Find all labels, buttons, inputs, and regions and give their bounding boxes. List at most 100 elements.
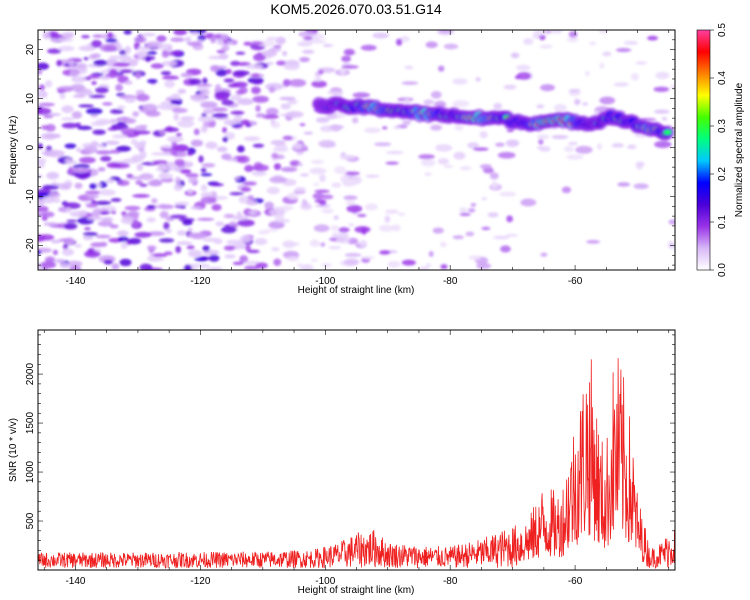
noise-cell	[106, 162, 121, 169]
spectrogram-panel: -140 -120 -100 -80 -60 20 10 0 -10 -20 Height of…	[8, 29, 676, 296]
noise-cell	[85, 108, 103, 115]
colorbar-tick-label: 0.4	[717, 71, 728, 85]
noise-cell	[111, 263, 120, 270]
noise-cell	[117, 105, 126, 110]
noise-cell	[133, 36, 147, 44]
noise-cell	[141, 32, 156, 37]
noise-cell	[86, 216, 103, 221]
noise-cell	[287, 192, 299, 200]
noise-cell	[470, 202, 477, 207]
noise-cell	[516, 72, 532, 80]
noise-cell	[92, 129, 106, 135]
noise-cell	[252, 53, 266, 62]
noise-cell	[352, 92, 371, 98]
noise-cell	[175, 176, 181, 185]
noise-cell	[185, 173, 199, 178]
noise-cell	[265, 107, 279, 116]
noise-cell	[95, 86, 109, 94]
noise-cell	[95, 200, 112, 206]
noise-cell	[418, 154, 435, 160]
spectrogram-cells	[38, 30, 675, 270]
noise-cell	[353, 176, 362, 185]
noise-cell	[198, 155, 204, 163]
noise-cell	[493, 102, 503, 110]
x-tick-label: -60	[568, 276, 583, 287]
noise-cell	[109, 109, 124, 114]
noise-cell	[38, 90, 45, 98]
noise-cell	[180, 72, 193, 78]
noise-cell	[340, 175, 350, 184]
noise-cell	[145, 55, 151, 63]
noise-cell	[119, 258, 132, 267]
noise-cell	[391, 224, 401, 232]
noise-cell	[286, 256, 299, 262]
noise-cell	[582, 102, 589, 106]
noise-cell	[322, 43, 334, 48]
noise-cell	[250, 41, 264, 45]
noise-cell	[586, 240, 601, 244]
noise-cell	[91, 81, 97, 85]
x-tick-label: -100	[315, 576, 335, 587]
noise-cell	[230, 110, 245, 115]
noise-cell	[351, 117, 359, 124]
y-tick-label: 1500	[25, 412, 36, 435]
noise-cell	[150, 63, 164, 69]
noise-cell	[176, 150, 183, 157]
noise-cell	[321, 208, 334, 214]
noise-cell	[173, 183, 183, 192]
noise-cell	[110, 198, 122, 202]
noise-cell	[430, 124, 443, 131]
noise-cell	[653, 109, 670, 114]
noise-cell	[120, 116, 128, 121]
noise-cell	[221, 45, 230, 51]
noise-cell	[311, 80, 327, 88]
noise-cell	[38, 69, 43, 75]
noise-cell	[63, 202, 81, 210]
noise-cell	[176, 230, 187, 236]
noise-cell	[170, 37, 185, 43]
noise-cell	[158, 238, 175, 243]
noise-cell	[237, 219, 255, 227]
noise-cell	[309, 239, 320, 248]
noise-cell	[164, 80, 176, 88]
noise-cell	[97, 143, 106, 148]
noise-cell	[251, 171, 267, 176]
noise-cell	[68, 59, 75, 67]
y-tick-label: 0	[25, 144, 36, 150]
noise-cell	[440, 264, 448, 270]
noise-cell	[309, 167, 327, 175]
colorbar-gradient	[697, 30, 710, 270]
noise-cell	[40, 261, 57, 269]
noise-cell	[539, 34, 546, 41]
noise-cell	[568, 30, 578, 38]
noise-cell	[38, 102, 56, 107]
noise-cell	[124, 205, 141, 211]
noise-cell	[550, 30, 563, 34]
colorbar-tick-label: 0.5	[717, 23, 728, 37]
noise-cell	[117, 236, 129, 243]
noise-cell	[56, 258, 66, 264]
snr-x-ticks: -140 -120 -100 -80 -60	[43, 330, 670, 587]
noise-cell	[283, 206, 290, 212]
noise-cell	[75, 147, 82, 152]
noise-cell	[428, 250, 434, 258]
noise-cell	[173, 30, 188, 36]
noise-cell	[151, 198, 158, 204]
noise-cell	[310, 258, 318, 262]
noise-cell	[146, 205, 156, 209]
y-tick-label: -10	[25, 189, 36, 204]
noise-cell	[516, 64, 531, 71]
noise-cell	[42, 211, 55, 218]
noise-cell	[292, 142, 303, 150]
noise-cell	[190, 31, 200, 36]
noise-cell	[115, 83, 123, 92]
noise-cell	[42, 31, 51, 39]
noise-cell	[208, 254, 220, 262]
noise-cell	[598, 30, 609, 34]
noise-cell	[223, 245, 236, 251]
noise-cell	[328, 245, 342, 250]
noise-cell	[372, 32, 390, 39]
noise-cell	[133, 55, 139, 59]
noise-cell	[269, 208, 286, 216]
noise-cell	[160, 145, 175, 150]
